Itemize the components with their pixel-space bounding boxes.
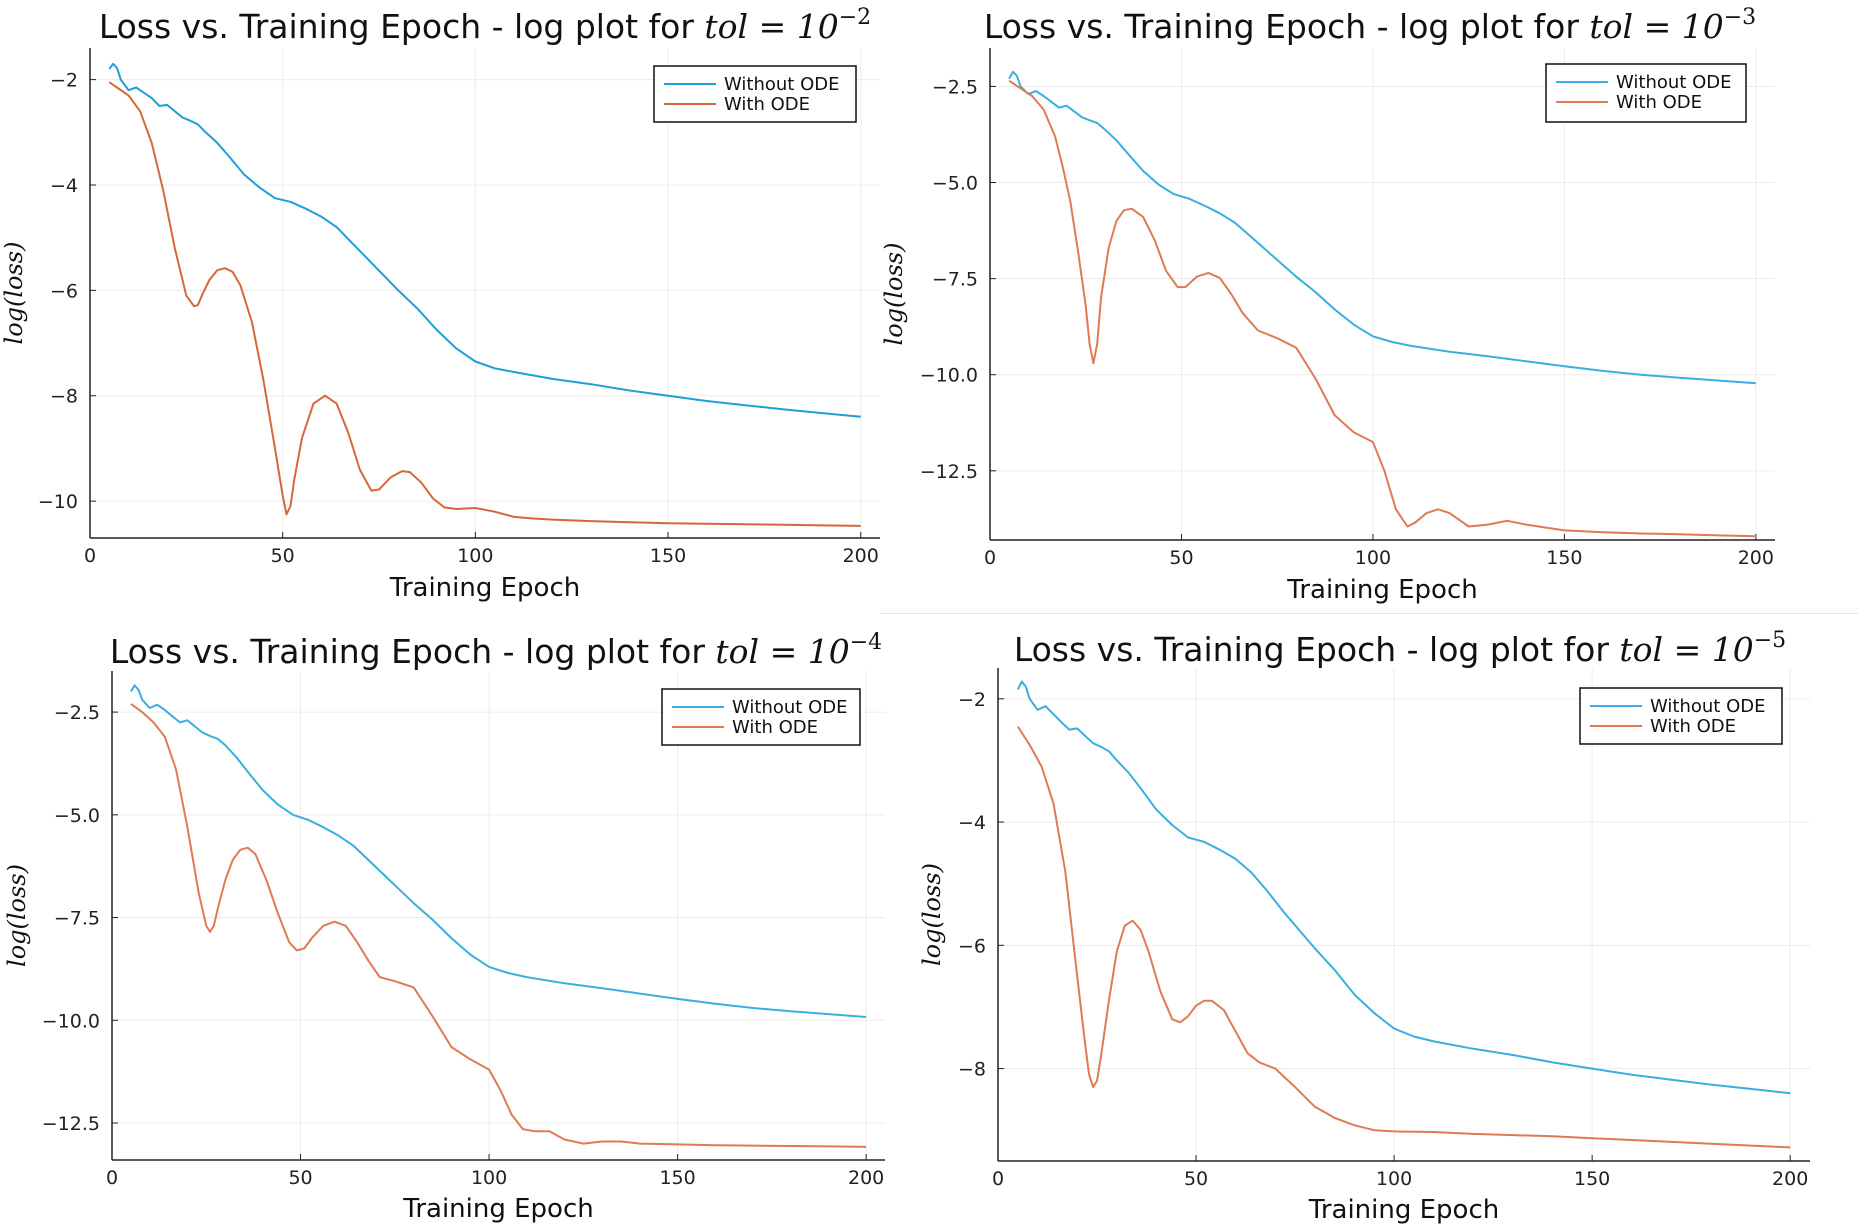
chart-title-math: tol = 10 <box>1619 630 1753 669</box>
legend-box <box>661 688 861 746</box>
legend-label: With ODE <box>1650 716 1736 737</box>
series-line-with-ode <box>108 81 861 527</box>
legend-label: With ODE <box>724 94 810 115</box>
chart-title-math: tol = 10 <box>704 7 838 46</box>
y-tick-label: −7.5 <box>932 269 978 291</box>
chart-title: Loss vs. Training Epoch - log plot for t… <box>110 630 882 671</box>
chart-title-exponent: −5 <box>1754 628 1786 653</box>
legend-label: Without ODE <box>1616 72 1731 93</box>
legend-label: With ODE <box>732 717 818 738</box>
legend-label: Without ODE <box>1650 696 1765 717</box>
y-tick-label: −2.5 <box>932 76 978 98</box>
legend-box <box>653 65 857 123</box>
chart-title-math: tol = 10 <box>1589 7 1723 46</box>
x-tick-label: 200 <box>1772 1168 1808 1190</box>
legend-box <box>1545 63 1747 123</box>
chart-svg: 0 50 100 150 200 −2 −4 −6 −8 Loss vs. Training Ep… <box>918 628 1810 1225</box>
chart-title-exponent: −4 <box>850 630 882 655</box>
y-tick-label: −5.0 <box>54 805 100 827</box>
y-tick-label: −10.0 <box>42 1010 100 1032</box>
y-tick-label: −10 <box>38 491 78 513</box>
x-tick-label: 100 <box>457 545 493 567</box>
y-tick-label: −12.5 <box>920 461 978 483</box>
chart-title-exponent: −2 <box>839 5 871 30</box>
y-tick-label: −8 <box>958 1059 986 1081</box>
y-axis-label: log(loss) <box>880 243 908 346</box>
x-axis-label: Training Epoch <box>1286 575 1477 605</box>
series-line-without-ode <box>108 62 861 418</box>
chart-svg: 0 50 100 150 200 −2 −4 −6 −8 −10 Loss vs. Training… <box>0 5 880 603</box>
y-tick-label: −7.5 <box>54 908 100 930</box>
legend-label: Without ODE <box>724 74 839 95</box>
x-tick-label: 50 <box>271 545 295 567</box>
x-axis-label: Training Epoch <box>1308 1195 1499 1225</box>
chart-title-text: Loss vs. Training Epoch - log plot for <box>110 632 716 671</box>
legend-label: Without ODE <box>732 697 847 718</box>
y-tick-label: −8 <box>50 386 78 408</box>
chart-title-text: Loss vs. Training Epoch - log plot for <box>1014 630 1620 669</box>
legend-box <box>1579 687 1783 745</box>
series-line-with-ode <box>1016 725 1791 1149</box>
chart-title-text: Loss vs. Training Epoch - log plot for <box>984 7 1590 46</box>
series-line-without-ode <box>1016 680 1791 1095</box>
x-tick-label: 50 <box>1169 547 1193 569</box>
chart-title-text: Loss vs. Training Epoch - log plot for <box>99 7 705 46</box>
chart-title: Loss vs. Training Epoch - log plot for t… <box>984 5 1756 46</box>
x-tick-label: 50 <box>1184 1168 1208 1190</box>
x-tick-label: 0 <box>106 1167 118 1189</box>
chart-title-exponent: −3 <box>1724 5 1756 30</box>
y-tick-label: −6 <box>958 935 986 957</box>
y-tick-label: −4 <box>50 175 78 197</box>
x-tick-label: 150 <box>659 1167 695 1189</box>
x-tick-label: 100 <box>471 1167 507 1189</box>
x-tick-label: 150 <box>650 545 686 567</box>
y-axis-label: log(loss) <box>918 863 946 966</box>
chart-panel-tol-1e-2: 0 50 100 150 200 −2 −4 −6 −8 −10 Loss vs. Training… <box>0 0 900 603</box>
y-axis-label: log(loss) <box>0 242 28 345</box>
y-tick-label: −4 <box>958 812 986 834</box>
chart-panel-tol-1e-5: 0 50 100 150 200 −2 −4 −6 −8 Loss vs. Training Ep… <box>880 620 1860 1231</box>
y-tick-label: −12.5 <box>42 1113 100 1135</box>
x-tick-label: 150 <box>1574 1168 1610 1190</box>
x-tick-label: 200 <box>843 545 879 567</box>
y-tick-label: −2.5 <box>54 702 100 724</box>
x-tick-label: 0 <box>84 545 96 567</box>
chart-svg: 0 50 100 150 200 −2.5 −5.0 −7.5 −10.0 −12.5 Loss v… <box>3 630 885 1224</box>
series-line-with-ode <box>1008 79 1756 538</box>
y-tick-label: −6 <box>50 280 78 302</box>
series-line-with-ode <box>130 703 867 1148</box>
x-axis-label: Training Epoch <box>402 1194 593 1224</box>
x-tick-label: 100 <box>1355 547 1391 569</box>
x-tick-label: 50 <box>288 1167 312 1189</box>
x-tick-label: 100 <box>1376 1168 1412 1190</box>
y-tick-label: −2 <box>50 70 78 92</box>
chart-svg: 0 50 100 150 200 −2.5 −5.0 −7.5 −10.0 −12.5 Loss v… <box>880 5 1775 605</box>
panel-divider <box>880 613 1858 614</box>
y-axis-label: log(loss) <box>3 864 31 967</box>
chart-panel-tol-1e-4: 0 50 100 150 200 −2.5 −5.0 −7.5 −10.0 −12.5 Loss v… <box>0 620 900 1231</box>
x-tick-label: 0 <box>992 1168 1004 1190</box>
legend-label: With ODE <box>1616 92 1702 113</box>
series-line-without-ode <box>130 684 867 1018</box>
y-tick-label: −5.0 <box>932 173 978 195</box>
x-tick-label: 200 <box>848 1167 884 1189</box>
chart-title-math: tol = 10 <box>715 632 849 671</box>
x-tick-label: 150 <box>1546 547 1582 569</box>
y-tick-label: −2 <box>958 689 986 711</box>
x-tick-label: 200 <box>1738 547 1774 569</box>
x-axis-label: Training Epoch <box>389 573 580 603</box>
series-line-without-ode <box>1008 70 1756 385</box>
y-tick-label: −10.0 <box>920 365 978 387</box>
x-tick-label: 0 <box>984 547 996 569</box>
chart-panel-tol-1e-3: 0 50 100 150 200 −2.5 −5.0 −7.5 −10.0 −12.5 Loss v… <box>880 0 1860 610</box>
chart-title: Loss vs. Training Epoch - log plot for t… <box>99 5 871 46</box>
chart-title: Loss vs. Training Epoch - log plot for t… <box>1014 628 1786 669</box>
